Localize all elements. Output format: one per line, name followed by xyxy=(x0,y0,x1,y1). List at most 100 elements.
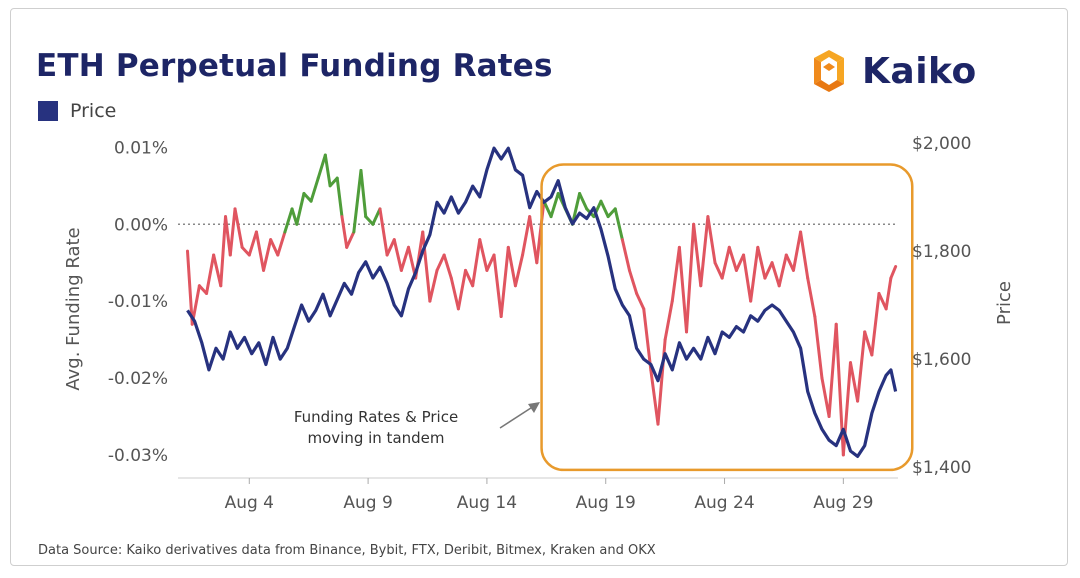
funding-rate-segment xyxy=(877,291,888,311)
funding-rate-segment xyxy=(492,253,503,319)
funding-rate-segment xyxy=(364,215,375,226)
funding-rate-segment xyxy=(262,238,273,272)
chart-frame xyxy=(10,8,1068,566)
funding-rate-segment xyxy=(219,215,228,288)
funding-rate-segment xyxy=(863,330,874,357)
y-left-tick-label: 0.01% xyxy=(114,138,168,158)
funding-rate-segment xyxy=(378,207,389,257)
funding-rate-segment xyxy=(827,322,838,418)
funding-rate-segment xyxy=(471,238,482,288)
funding-rate-segment xyxy=(352,168,363,234)
annotation-arrow-shaft xyxy=(499,405,535,429)
funding-rate-segment xyxy=(542,199,553,219)
legend-swatch-price xyxy=(38,101,58,121)
funding-rate-segment xyxy=(692,222,703,288)
funding-rate-segment xyxy=(371,207,382,226)
y-left-tick-label: 0.00% xyxy=(114,215,168,235)
funding-rate-segment xyxy=(848,361,860,403)
y-right-tick-label: $1,400 xyxy=(912,458,971,478)
funding-rate-segment xyxy=(309,176,320,203)
funding-rate-segment xyxy=(316,153,327,180)
funding-rate-segment xyxy=(670,245,681,303)
funding-rate-segment xyxy=(186,249,194,326)
funding-rate-segment xyxy=(742,253,753,303)
funding-rate-segment xyxy=(870,291,881,357)
y-left-tick-label: -0.03% xyxy=(108,446,168,466)
legend-label-price: Price xyxy=(70,100,117,122)
x-tick-label: Aug 19 xyxy=(576,493,636,513)
funding-rate-segment xyxy=(499,245,510,319)
funding-rate-segment xyxy=(642,307,653,372)
funding-rate-segment xyxy=(649,368,660,426)
funding-rate-segment xyxy=(233,207,244,249)
funding-rate-segment xyxy=(513,253,525,288)
y-right-tick-label: $2,000 xyxy=(912,134,971,154)
funding-rate-segment xyxy=(399,245,410,272)
y-left-tick-label: -0.01% xyxy=(108,292,168,312)
funding-rate-segment xyxy=(283,207,294,234)
annotation-text-line2: moving in tandem xyxy=(307,429,444,447)
funding-rate-segment xyxy=(528,215,539,265)
funding-rate-segment xyxy=(295,192,306,226)
kaiko-logo-icon xyxy=(814,50,844,92)
funding-rate-segment xyxy=(734,253,746,272)
funding-rate-segment xyxy=(345,230,356,249)
funding-rate-segment xyxy=(613,207,624,242)
funding-rate-segment xyxy=(456,268,468,311)
x-tick-label: Aug 24 xyxy=(694,493,754,513)
funding-rate-segment xyxy=(599,199,610,219)
data-source-note: Data Source: Kaiko derivatives data from… xyxy=(38,543,656,558)
y-left-tick-label: -0.02% xyxy=(108,369,168,389)
funding-rate-segment xyxy=(820,376,831,418)
funding-rate-segment xyxy=(359,168,368,219)
funding-rate-segment xyxy=(635,291,646,311)
funding-rate-segment xyxy=(777,253,788,288)
price-line xyxy=(186,146,898,458)
funding-rate-segment xyxy=(699,215,710,288)
legend[interactable]: Price xyxy=(38,100,116,122)
funding-rate-segment xyxy=(756,245,767,280)
x-tick-label: Aug 4 xyxy=(225,493,274,513)
funding-rate-segment xyxy=(442,253,453,280)
funding-rate-segment xyxy=(570,192,582,226)
funding-rate-segment xyxy=(385,238,396,257)
y-left-axis-title: Avg. Funding Rate xyxy=(63,227,84,390)
funding-rate-segment xyxy=(392,238,403,272)
highlight-box xyxy=(540,163,914,472)
funding-rate-segment xyxy=(464,268,475,288)
funding-rate-segment xyxy=(889,265,898,280)
series-layer xyxy=(186,146,898,458)
y-right-tick-label: $1,800 xyxy=(912,242,971,262)
annotation-arrow-head xyxy=(528,402,540,413)
funding-rate-segment xyxy=(205,253,216,295)
funding-rate-segment xyxy=(228,207,237,257)
axis-layer: 0.01% 0.00% -0.01% -0.02% -0.03% $2,000 $1,800… xyxy=(63,134,1015,513)
funding-rate-segment xyxy=(335,176,344,219)
funding-rate-segment xyxy=(813,315,824,380)
funding-rate-segment xyxy=(706,215,717,265)
y-right-tick-label: $1,600 xyxy=(912,350,971,370)
funding-rate-segment xyxy=(884,276,893,311)
funding-rate-segment xyxy=(340,215,349,249)
funding-rate-segment xyxy=(663,299,674,342)
funding-rate-segment xyxy=(620,238,631,272)
funding-rate-segment xyxy=(799,230,810,280)
funding-rate-segment xyxy=(856,330,867,403)
funding-rate-segment xyxy=(478,238,489,272)
funding-rate-segment xyxy=(749,245,760,303)
funding-rate-segment xyxy=(784,253,795,272)
funding-rate-segment xyxy=(685,222,696,334)
funding-rate-segment xyxy=(269,238,280,257)
kaiko-logo-text: Kaiko xyxy=(862,50,977,92)
funding-rate-segment xyxy=(247,230,258,257)
funding-rate-segment xyxy=(435,253,446,272)
funding-rate-segment xyxy=(841,361,852,457)
funding-rate-segment xyxy=(521,215,532,257)
funding-rate-segment xyxy=(240,245,251,257)
funding-rate-segment xyxy=(763,261,774,280)
annotation-layer: Funding Rates & Price moving in tandem xyxy=(294,163,914,472)
funding-rate-segment xyxy=(212,253,223,288)
x-tick-label: Aug 29 xyxy=(813,493,873,513)
funding-rate-segment xyxy=(578,192,589,211)
funding-rate-segment xyxy=(276,230,287,257)
